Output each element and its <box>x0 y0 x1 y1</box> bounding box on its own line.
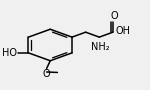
Text: O: O <box>42 69 50 79</box>
Text: O: O <box>111 11 118 21</box>
Text: HO: HO <box>2 48 17 58</box>
Text: OH: OH <box>116 26 130 36</box>
Text: NH₂: NH₂ <box>91 42 109 52</box>
